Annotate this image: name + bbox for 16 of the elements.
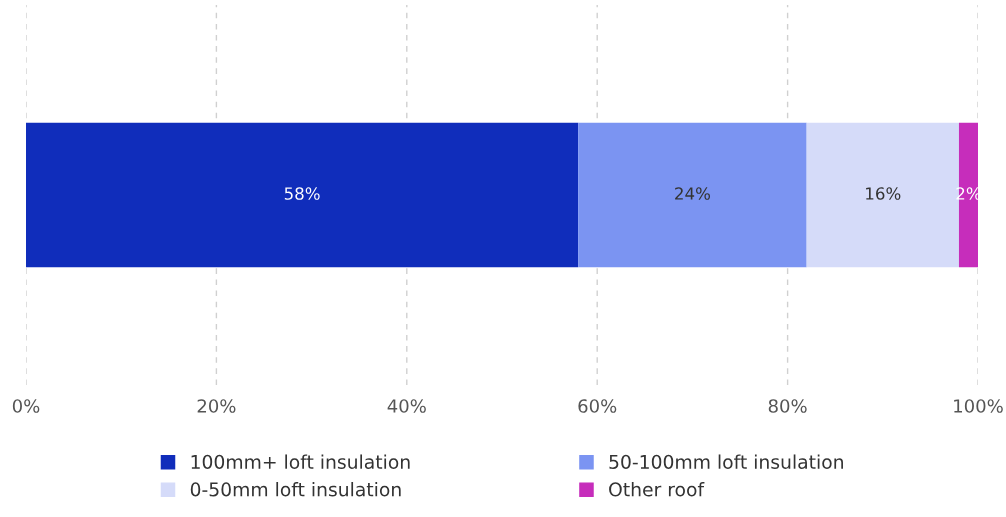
x-tick-label: 0% — [12, 399, 40, 413]
bar — [26, 122, 579, 268]
legend-label: Other roof — [609, 481, 705, 497]
x-tick-label: 40% — [387, 399, 426, 413]
x-tick-label: 20% — [197, 399, 236, 413]
data-label: 58% — [284, 187, 320, 200]
legend-label: 50-100mm loft insulation — [609, 454, 843, 469]
x-tick-label: 100% — [954, 399, 1003, 413]
data-label: 24% — [675, 187, 710, 200]
x-tick-label: 80% — [768, 399, 807, 413]
data-label: 16% — [866, 187, 901, 200]
legend-label: 100mm+ loft insulation — [191, 454, 410, 469]
legend-label: 0-50mm loft insulation — [190, 481, 401, 497]
bar — [578, 122, 807, 268]
x-tick-label: 60% — [578, 399, 617, 413]
bar — [958, 122, 978, 268]
